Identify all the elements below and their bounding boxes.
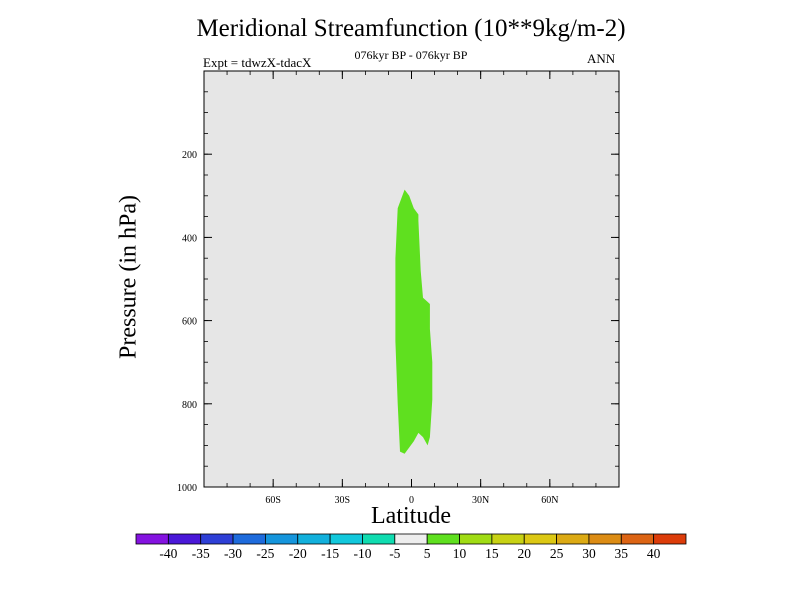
x-tick-label: 0: [409, 495, 414, 506]
colorbar-label: -15: [321, 546, 339, 561]
colorbar: -40 -35 -30 -25 -20 -15 -10 -5 5 10 15 20 25 30 35 40: [135, 533, 687, 561]
colorbar-swatch: [523, 533, 557, 545]
colorbar-label: -40: [159, 546, 177, 561]
plot-area: 60S 30S 0 30N 60N 200 400 600 800 1000: [177, 70, 620, 506]
chart-title: Meridional Streamfunction (10**9kg/m-2): [196, 15, 626, 42]
experiment-label: Expt = tdwzX-tdacX: [203, 55, 312, 70]
colorbar-label: 5: [424, 546, 431, 561]
colorbar-swatch: [232, 533, 266, 545]
colorbar-label: 40: [647, 546, 661, 561]
colorbar-label: -30: [224, 546, 242, 561]
x-tick-label: 30S: [335, 495, 351, 506]
colorbar-swatch: [620, 533, 655, 545]
colorbar-swatch: [491, 533, 525, 545]
colorbar-swatch: [588, 533, 622, 545]
y-tick-label: 400: [182, 233, 197, 244]
colorbar-label: 15: [485, 546, 499, 561]
x-tick-label: 30N: [472, 495, 489, 506]
colorbar-label: 35: [615, 546, 629, 561]
colorbar-swatch: [135, 533, 169, 545]
x-tick-label: 60N: [541, 495, 558, 506]
colorbar-swatch: [556, 533, 590, 545]
colorbar-label: -25: [256, 546, 274, 561]
colorbar-swatch: [426, 533, 460, 545]
filled-contour-0: [395, 189, 433, 454]
y-tick-label: 800: [182, 400, 197, 411]
colorbar-label: -20: [289, 546, 307, 561]
colorbar-label: 20: [517, 546, 531, 561]
colorbar-swatch: [459, 533, 493, 545]
colorbar-swatch: [265, 533, 299, 545]
colorbar-swatch: [200, 533, 234, 545]
colorbar-label: -10: [353, 546, 371, 561]
colorbar-swatch: [394, 533, 428, 545]
season-label: ANN: [587, 51, 616, 66]
colorbar-label: -35: [192, 546, 210, 561]
colorbar-label: 10: [453, 546, 467, 561]
colorbar-swatch: [329, 533, 363, 545]
colorbar-swatch: [167, 533, 202, 545]
colorbar-label: 30: [582, 546, 596, 561]
x-axis-label: Latitude: [371, 503, 451, 529]
colorbar-swatch: [297, 533, 331, 545]
colorbar-swatch: [653, 533, 687, 545]
x-tick-label: 60S: [265, 495, 281, 506]
colorbar-swatch: [362, 533, 396, 545]
y-tick-label: 600: [182, 317, 197, 328]
y-tick-label: 200: [182, 150, 197, 161]
y-tick-label: 1000: [177, 483, 197, 494]
colorbar-label: 25: [550, 546, 564, 561]
colorbar-label: -5: [389, 546, 400, 561]
chart-subtitle: 076kyr BP - 076kyr BP: [354, 48, 468, 62]
